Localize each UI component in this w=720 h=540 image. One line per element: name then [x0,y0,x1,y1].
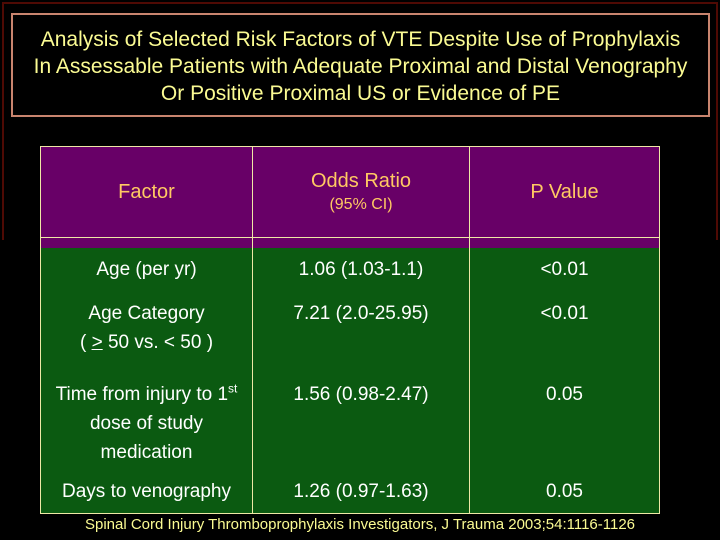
cell-odds-days-venography: 1.26 (0.97-1.63) [253,471,470,513]
cell-factor-time-from-injury: Time from injury to 1st dose of study me… [41,376,253,471]
cell-factor-age: Age (per yr) [41,248,253,293]
cell-factor-days-venography: Days to venography [41,471,253,513]
cell-p-age-category: <0.01 [540,303,589,324]
cell-p-time-from-injury: 0.05 [546,384,583,405]
citation: Spinal Cord Injury Thromboprophylaxis In… [84,516,636,533]
gte-symbol: > [91,332,103,353]
age-category-line-1: Age Category [88,303,205,324]
title-line-1: Analysis of Selected Risk Factors of VTE… [40,28,681,51]
table-row-age-category: Age Category ( > 50 vs. < 50 ) 7.21 (2.0… [41,293,659,376]
time-injury-line-2: dose of study [89,413,204,434]
cell-p-age: <0.01 [540,259,589,280]
title-line-3: Or Positive Proximal US or Evidence of P… [160,82,561,105]
slide-edge-right [716,2,718,240]
header-factor-label: Factor [118,180,175,203]
slide-edge-top [2,2,718,4]
header-odds-ci-label: (95% CI) [329,196,393,213]
cell-odds-age-category: 7.21 (2.0-25.95) [253,293,470,376]
slide-edge-left [2,2,4,240]
header-cell-factor: Factor [41,147,253,237]
table-body: Age (per yr) 1.06 (1.03-1.1) <0.01 Age C… [41,248,659,513]
table-row-time-from-injury: Time from injury to 1st dose of study me… [41,376,659,471]
header-body-spacer [41,238,659,248]
cell-p-days-venography: 0.05 [546,481,583,502]
cell-factor-age-category: Age Category ( > 50 vs. < 50 ) [41,293,253,376]
title-line-2: In Assessable Patients with Adequate Pro… [33,55,688,78]
table-row-age: Age (per yr) 1.06 (1.03-1.1) <0.01 [41,248,659,293]
header-p-value-label: P Value [530,180,599,203]
slide-title-box: Analysis of Selected Risk Factors of VTE… [11,13,710,117]
header-cell-p-value: P Value [470,147,659,237]
cell-odds-time-from-injury: 1.56 (0.98-2.47) [253,376,470,471]
header-cell-odds-ratio: Odds Ratio (95% CI) [253,147,470,237]
time-injury-line-3: medication [100,442,193,463]
header-odds-ratio-label: Odds Ratio [310,170,412,192]
cell-odds-age: 1.06 (1.03-1.1) [253,248,470,293]
ordinal-superscript: st [228,381,238,396]
table-header-row: Factor Odds Ratio (95% CI) P Value [41,147,659,238]
age-category-line-2: ( > 50 vs. < 50 ) [79,332,214,353]
risk-factors-table: Factor Odds Ratio (95% CI) P Value Age (… [40,146,660,514]
table-row-days-to-venography: Days to venography 1.26 (0.97-1.63) 0.05 [41,471,659,513]
time-injury-line-1: Time from injury to 1st [55,381,238,405]
